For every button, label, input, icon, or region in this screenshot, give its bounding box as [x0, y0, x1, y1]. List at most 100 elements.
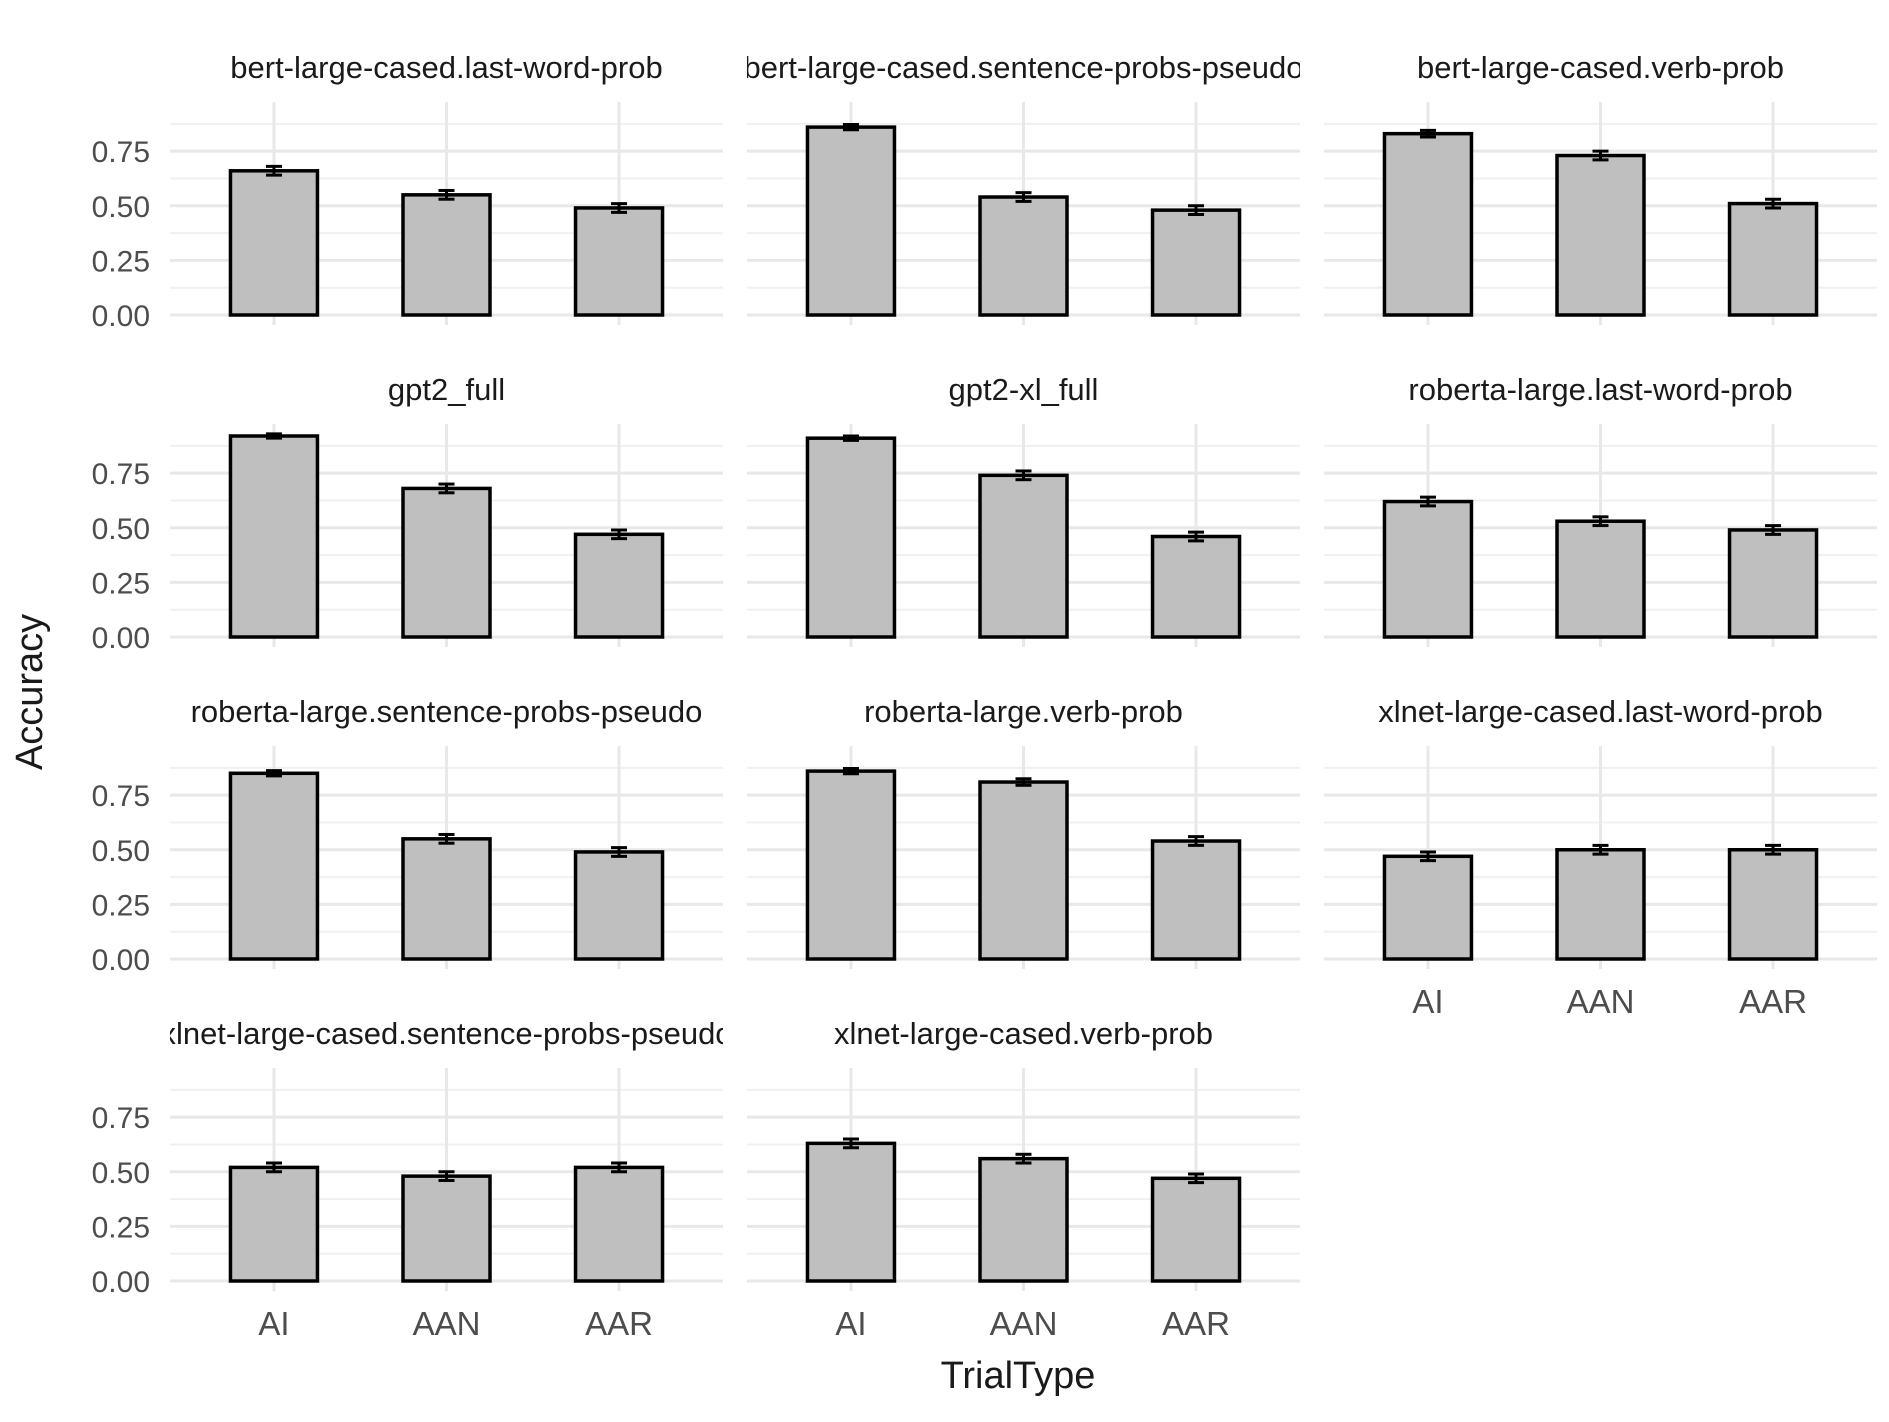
error-bar	[842, 1137, 859, 1150]
error-bar	[611, 1161, 628, 1174]
panel-title-clip: xlnet-large-cased.verb-prob	[834, 1016, 1213, 1051]
y-tick-label: 0.75	[92, 136, 150, 169]
facet-panel: 0.00 0.25 0.50 0.75 roberta-large.sentence-p…	[92, 694, 723, 977]
y-tick-label: 0.75	[92, 780, 150, 813]
error-bar	[842, 434, 859, 442]
panel-title: bert-large-cased.sentence-probs-pseudo	[743, 50, 1303, 85]
y-tick-label: 0.50	[92, 191, 150, 224]
error-bar	[438, 482, 455, 495]
y-tick-label: 0.50	[92, 835, 150, 868]
error-bar	[265, 432, 282, 440]
facet-panel: xlnet-large-cased.verb-prob AI AAN AAR	[747, 1016, 1300, 1342]
error-bar	[1765, 843, 1782, 856]
bar	[805, 436, 897, 639]
bar	[978, 780, 1069, 961]
panel-title-clip: xlnet-large-cased.last-word-prob	[1378, 694, 1823, 729]
bar	[401, 837, 492, 961]
panel-title: xlnet-large-cased.verb-prob	[834, 1016, 1213, 1051]
bar	[1382, 854, 1474, 961]
bar	[1555, 519, 1646, 639]
bar	[401, 1174, 492, 1283]
error-bar	[842, 766, 859, 776]
error-bar	[438, 188, 455, 201]
error-bar	[1592, 149, 1609, 162]
y-tick-label: 0.50	[92, 513, 150, 546]
x-tick-label: AAN	[1567, 983, 1635, 1020]
error-bar	[1188, 835, 1205, 847]
error-bar	[611, 202, 628, 214]
y-tick-label: 0.00	[92, 622, 150, 655]
bar	[805, 1141, 897, 1283]
bar	[1727, 201, 1819, 317]
bar	[978, 473, 1069, 639]
panel-title: bert-large-cased.last-word-prob	[230, 50, 662, 85]
bar	[228, 771, 320, 961]
error-bar	[265, 769, 282, 778]
facet-panel: 0.00 0.25 0.50 0.75 bert-large-cased.last-wo…	[92, 50, 723, 333]
error-bar	[1419, 128, 1436, 139]
y-tick-label: 0.75	[92, 458, 150, 491]
bar	[573, 532, 665, 639]
error-bar	[1419, 850, 1436, 863]
facet-panel: bert-large-cased.sentence-probs-pseudo	[743, 50, 1303, 325]
y-tick-label: 0.00	[92, 944, 150, 977]
panels-layer: 0.00 0.25 0.50 0.75 bert-large-cased.last-wo…	[92, 50, 1877, 1342]
panel-title: xlnet-large-cased.last-word-prob	[1378, 694, 1823, 729]
bar	[401, 193, 492, 317]
panel-title-clip: roberta-large.last-word-prob	[1408, 372, 1792, 407]
panel-title: xlnet-large-cased.sentence-probs-pseudo	[160, 1016, 732, 1051]
facet-panel: roberta-large.last-word-prob	[1324, 372, 1877, 647]
facet-panel: bert-large-cased.verb-prob	[1324, 50, 1877, 325]
panel-title-clip: xlnet-large-cased.sentence-probs-pseudo	[160, 1016, 732, 1051]
facet-panel: xlnet-large-cased.last-word-prob AI AAN AAR	[1324, 694, 1877, 1020]
y-tick-label: 0.75	[92, 1102, 150, 1135]
panel-title-clip: bert-large-cased.verb-prob	[1417, 50, 1784, 85]
error-bar	[1765, 524, 1782, 536]
error-bar	[1188, 1172, 1205, 1185]
panel-title-clip: roberta-large.sentence-probs-pseudo	[191, 694, 703, 729]
panel-title: roberta-large.last-word-prob	[1408, 372, 1792, 407]
y-tick-label: 0.25	[92, 1211, 150, 1244]
error-bar	[1419, 495, 1436, 508]
bar	[573, 850, 665, 961]
bar	[573, 206, 665, 317]
error-bar	[438, 1170, 455, 1182]
bar	[1727, 848, 1819, 961]
y-tick-label: 0.25	[92, 245, 150, 278]
panel-title: gpt2_full	[388, 372, 505, 407]
x-tick-label: AI	[258, 1305, 289, 1342]
bar	[805, 769, 897, 961]
bar	[1382, 499, 1474, 639]
error-bar	[1592, 843, 1609, 856]
error-bar	[1015, 777, 1032, 787]
facet-panel: gpt2-xl_full	[747, 372, 1300, 647]
panel-title: roberta-large.sentence-probs-pseudo	[191, 694, 703, 729]
x-tick-label: AAR	[1739, 983, 1807, 1020]
error-bar	[611, 846, 628, 858]
error-bar	[438, 832, 455, 845]
y-tick-label: 0.50	[92, 1157, 150, 1190]
panel-title: gpt2-xl_full	[949, 372, 1099, 407]
bar	[1382, 131, 1474, 317]
facet-panel: roberta-large.verb-prob	[747, 694, 1300, 969]
bar	[401, 486, 492, 639]
error-bar	[1015, 1152, 1032, 1165]
x-tick-label: AAR	[585, 1305, 653, 1342]
x-axis-title: TrialType	[941, 1355, 1096, 1397]
error-bar	[1015, 191, 1032, 203]
bar	[978, 1156, 1069, 1283]
y-axis-title: Accuracy	[9, 614, 51, 770]
bar	[1555, 848, 1646, 961]
y-tick-label: 0.25	[92, 889, 150, 922]
panel-title-clip: bert-large-cased.last-word-prob	[230, 50, 662, 85]
error-bar	[265, 1161, 282, 1174]
error-bar	[1765, 197, 1782, 210]
x-tick-label: AAN	[413, 1305, 481, 1342]
x-tick-label: AI	[1412, 983, 1443, 1020]
y-tick-label: 0.00	[92, 300, 150, 333]
bar	[1150, 208, 1242, 317]
bar	[573, 1165, 665, 1283]
panel-title: bert-large-cased.verb-prob	[1417, 50, 1784, 85]
y-tick-label: 0.00	[92, 1266, 150, 1299]
